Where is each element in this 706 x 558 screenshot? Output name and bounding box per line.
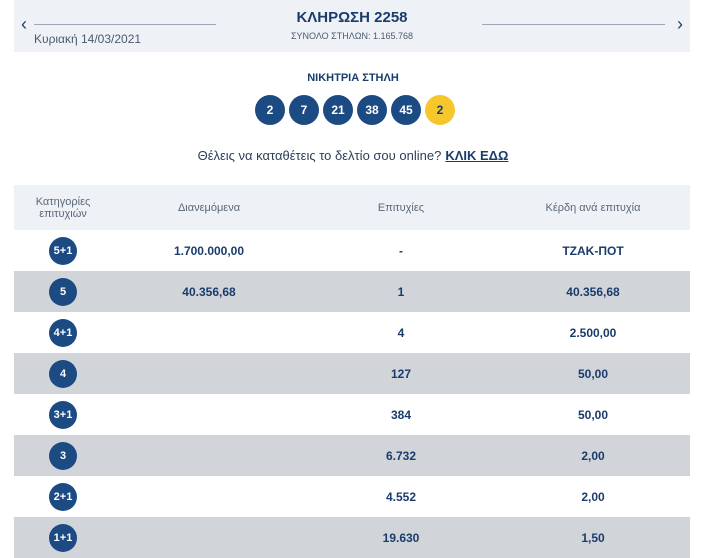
category-badge: 4 <box>49 359 77 388</box>
table-row: 1+1 19.630 1,50 <box>14 517 690 558</box>
table-header: Κατηγορίες επιτυχιών Διανεμόμενα Επιτυχί… <box>14 185 690 230</box>
online-cta: Θέλεις να καταθέτεις το δελτίο σου onlin… <box>0 148 706 163</box>
winners-value: 127 <box>390 366 412 381</box>
winners-value: 4.552 <box>385 489 417 504</box>
table-row: 3 6.732 2,00 <box>14 435 690 476</box>
header-prize: Κέρδη ανά επιτυχία <box>545 201 641 214</box>
distributed-value <box>112 312 306 353</box>
winning-column-label: ΝΙΚΗΤΡΙΑ ΣΤΗΛΗ <box>307 72 399 84</box>
distributed-value <box>112 353 306 394</box>
header-divider-right <box>482 24 665 25</box>
winning-number: 45 <box>391 95 421 125</box>
distributed-value: 40.356,68 <box>182 284 236 299</box>
category-badge: 4+1 <box>49 318 77 347</box>
category-badge: 3+1 <box>49 400 77 429</box>
prize-value: 1,50 <box>581 530 605 545</box>
winners-value: 1 <box>397 284 405 299</box>
table-row: 5 40.356,68 1 40.356,68 <box>14 271 690 312</box>
category-badge: 5+1 <box>49 236 77 265</box>
chevron-right-icon[interactable]: › <box>677 14 683 34</box>
table-row: 5+1 1.700.000,00 - ΤΖΑΚ-ΠΟΤ <box>14 230 690 271</box>
winning-number: 38 <box>357 95 387 125</box>
chevron-left-icon[interactable]: ‹ <box>21 14 27 34</box>
header-divider-left <box>34 24 216 25</box>
prize-value: 50,00 <box>577 407 609 422</box>
category-badge: 2+1 <box>49 482 77 511</box>
prize-value: 2,00 <box>581 489 605 504</box>
distributed-value <box>112 435 306 476</box>
header-category: Κατηγορίες επιτυχιών <box>35 195 91 220</box>
cta-text: Θέλεις να καταθέτεις το δελτίο σου onlin… <box>197 148 442 163</box>
prize-value: ΤΖΑΚ-ΠΟΤ <box>562 243 624 258</box>
winners-value: 384 <box>390 407 412 422</box>
distributed-value <box>112 476 306 517</box>
winners-value: - <box>399 243 403 258</box>
top-divider <box>14 0 690 4</box>
winning-number: 21 <box>323 95 353 125</box>
total-columns: ΣΥΝΟΛΟ ΣΤΗΛΩΝ: 1.165.768 <box>290 31 414 41</box>
prize-value: 40.356,68 <box>566 284 620 299</box>
table-row: 2+1 4.552 2,00 <box>14 476 690 517</box>
cta-link[interactable]: ΚΛΙΚ ΕΔΩ <box>445 148 509 163</box>
distributed-value <box>112 517 306 558</box>
winners-value: 19.630 <box>382 530 420 545</box>
draw-header: ‹ Κυριακή 14/03/2021 ΚΛΗΡΩΣΗ 2258 ΣΥΝΟΛΟ… <box>14 4 690 52</box>
winning-number: 2 <box>255 95 285 125</box>
table-row: 3+1 384 50,00 <box>14 394 690 435</box>
winners-value: 4 <box>397 325 405 340</box>
winners-value: 6.732 <box>385 448 417 463</box>
category-badge: 5 <box>49 277 77 306</box>
draw-date: Κυριακή 14/03/2021 <box>34 32 142 46</box>
distributed-value <box>112 394 306 435</box>
table-row: 4+1 4 2.500,00 <box>14 312 690 353</box>
prize-value: 2.500,00 <box>569 325 617 340</box>
joker-number: 2 <box>425 95 455 125</box>
prize-value: 2,00 <box>581 448 605 463</box>
header-winners: Επιτυχίες <box>377 201 425 214</box>
distributed-value: 1.700.000,00 <box>173 243 245 258</box>
winning-number: 7 <box>289 95 319 125</box>
category-badge: 1+1 <box>49 523 77 552</box>
winning-numbers: 2 7 21 38 45 2 <box>255 95 455 125</box>
prize-table: Κατηγορίες επιτυχιών Διανεμόμενα Επιτυχί… <box>14 185 690 558</box>
header-distributed: Διανεμόμενα <box>177 201 241 214</box>
prize-value: 50,00 <box>577 366 609 381</box>
category-badge: 3 <box>49 441 77 470</box>
table-row: 4 127 50,00 <box>14 353 690 394</box>
draw-title: ΚΛΗΡΩΣΗ 2258 <box>296 9 408 26</box>
